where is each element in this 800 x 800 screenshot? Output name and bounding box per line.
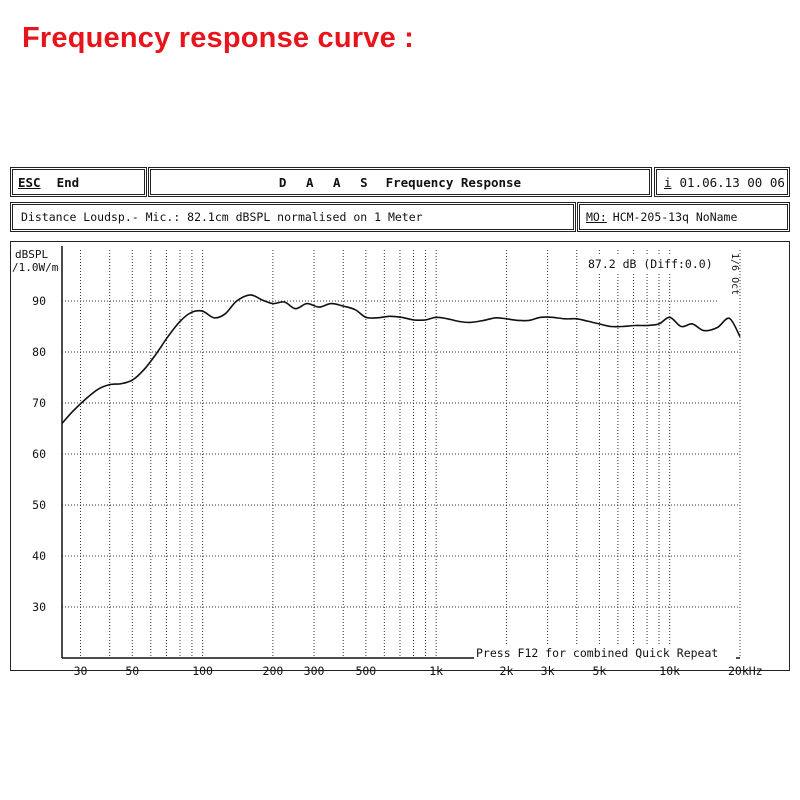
datetime: 01.06.13 00 06 <box>679 174 785 190</box>
y-tick-label: 90 <box>32 294 46 308</box>
x-tick-label: 200 <box>263 664 284 678</box>
y-tick-label: 30 <box>32 600 46 614</box>
response-curve <box>61 294 741 424</box>
model-info: MO: HCM-205-13q NoName <box>577 202 790 232</box>
screen-title: Frequency Response <box>385 174 522 190</box>
model-label[interactable]: MO: <box>586 210 607 224</box>
annotation-bg <box>586 256 713 272</box>
x-tick-label: 3k <box>541 664 555 678</box>
esc-end-box[interactable]: ESC End <box>10 167 147 197</box>
y-axis-label-line-1: dBSPL <box>15 248 48 261</box>
chart-axes <box>61 246 740 659</box>
y-tick-label: 40 <box>32 549 46 563</box>
x-tick-label: 100 <box>192 664 213 678</box>
footer-hint: Press F12 for combined Quick Repeat <box>476 646 718 660</box>
side-label-group: 1/6 Oct <box>718 252 740 302</box>
side-label: 1/6 Oct <box>729 253 740 295</box>
model-name: HCM-205-13q NoName <box>612 210 738 224</box>
x-tick-label: 300 <box>304 664 325 678</box>
end-label: End <box>56 174 80 190</box>
y-tick-label: 80 <box>32 345 46 359</box>
y-tick-label: 70 <box>32 396 46 410</box>
info-button[interactable]: i <box>664 174 672 190</box>
footer-bg <box>474 646 736 659</box>
measurement-info: Distance Loudsp.- Mic.: 82.1cm dBSPL nor… <box>10 202 576 232</box>
x-tick-label: 10k <box>659 664 680 678</box>
x-tick-label: 2k <box>500 664 514 678</box>
chart-frame <box>10 241 790 671</box>
datetime-box: i 01.06.13 00 06 <box>654 167 790 197</box>
x-tick-label: 500 <box>355 664 376 678</box>
x-tick-label: 1k <box>429 664 443 678</box>
page-title: Frequency response curve : <box>22 22 415 54</box>
y-tick-label: 50 <box>32 498 46 512</box>
y-axis-label-line-2: /1.0W/m <box>12 261 59 274</box>
x-tick-label: 5k <box>592 664 606 678</box>
x-tick-label: 30 <box>74 664 88 678</box>
tick-labels: 30 40 50 60 70 80 90 30 50 100 200 300 500 1k 2k 3k 5k 10… <box>32 294 762 678</box>
y-tick-label: 60 <box>32 447 46 461</box>
chart-grid <box>62 250 741 658</box>
screen-title-box: D A A S Frequency Response <box>148 167 652 197</box>
x-tick-label: 50 <box>125 664 139 678</box>
x-tick-label: 20kHz <box>728 664 763 678</box>
esc-button[interactable]: ESC <box>18 174 41 190</box>
measurement-text: Distance Loudsp.- Mic.: 82.1cm dBSPL nor… <box>21 210 423 224</box>
level-annotation: 87.2 dB (Diff:0.0) <box>588 257 713 271</box>
app-name: D A A S <box>278 174 374 190</box>
